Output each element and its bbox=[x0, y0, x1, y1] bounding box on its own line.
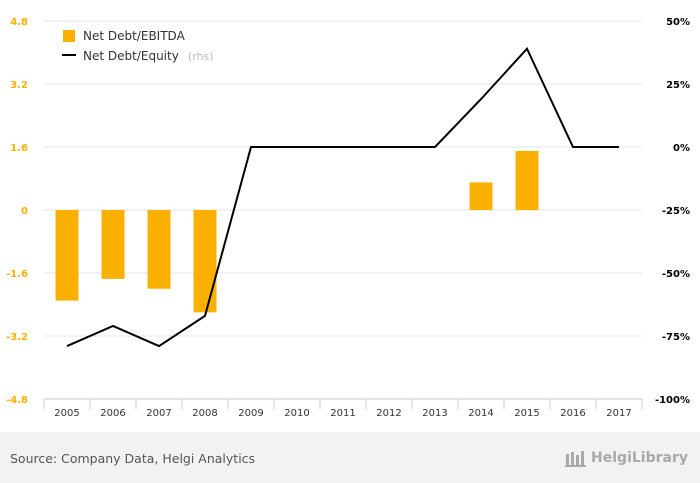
x-tick-label: 2016 bbox=[560, 408, 585, 419]
x-tick-label: 2009 bbox=[238, 408, 263, 419]
y-left-tick-label: 1.6 bbox=[10, 143, 28, 154]
y-left-tick-label: -3.2 bbox=[6, 332, 28, 343]
brand: HelgiLibrary bbox=[565, 449, 688, 467]
bar-2006 bbox=[101, 210, 125, 279]
x-tick-label: 2008 bbox=[192, 408, 217, 419]
y-left-tick-label: -1.6 bbox=[6, 269, 28, 280]
line-series bbox=[66, 46, 620, 348]
y-right-tick-label: 0% bbox=[673, 143, 690, 154]
chart: 4.8 50% 3.2 25% 1.6 0% 0 -25% -1.6 -50% -3.2 -75% -4… bbox=[6, 17, 690, 419]
library-logo-icon bbox=[565, 451, 587, 467]
y-right-tick-label: -25% bbox=[662, 206, 690, 217]
axes: 4.8 50% 3.2 25% 1.6 0% 0 -25% -1.6 -50% -3.2 -75% -4… bbox=[6, 17, 690, 419]
x-tick-label: 2017 bbox=[606, 408, 631, 419]
x-tick-label: 2010 bbox=[284, 408, 309, 419]
y-right-tick-label: 25% bbox=[666, 80, 690, 91]
y-right-tick-label: -75% bbox=[662, 332, 690, 343]
x-tick-label: 2011 bbox=[330, 408, 355, 419]
bar-2008 bbox=[193, 210, 217, 313]
y-left-tick-label: 4.8 bbox=[10, 17, 28, 28]
legend: Net Debt/EBITDA Net Debt/Equity (rhs) bbox=[62, 29, 214, 64]
x-tick-label: 2012 bbox=[376, 408, 401, 419]
x-tick-label: 2013 bbox=[422, 408, 447, 419]
legend-swatch-bar bbox=[63, 30, 75, 42]
x-tick-label: 2015 bbox=[514, 408, 539, 419]
grid bbox=[44, 20, 642, 400]
y-left-tick-label: 3.2 bbox=[10, 80, 28, 91]
y-right-tick-label: -50% bbox=[662, 269, 690, 280]
x-tick-label: 2006 bbox=[100, 408, 125, 419]
legend-label-line-suffix: (rhs) bbox=[188, 50, 214, 63]
x-tick-label: 2005 bbox=[54, 408, 79, 419]
bars bbox=[55, 150, 539, 313]
brand-text: HelgiLibrary bbox=[591, 450, 688, 466]
x-tick-label: 2007 bbox=[146, 408, 171, 419]
y-left-tick-label: -4.8 bbox=[6, 395, 28, 406]
bar-2015 bbox=[515, 150, 539, 210]
y-left-tick-label: 0 bbox=[21, 206, 28, 217]
y-right-tick-label: 50% bbox=[666, 17, 690, 28]
source-text: Source: Company Data, Helgi Analytics bbox=[10, 451, 256, 466]
bar-2005 bbox=[55, 210, 79, 301]
x-tick-label: 2014 bbox=[468, 408, 493, 419]
y-right-tick-label: -100% bbox=[655, 395, 690, 406]
bar-2014 bbox=[469, 182, 493, 210]
legend-label-bar: Net Debt/EBITDA bbox=[83, 29, 186, 43]
footer: Source: Company Data, Helgi Analytics He… bbox=[0, 432, 700, 483]
legend-label-line-group: Net Debt/Equity (rhs) bbox=[83, 45, 214, 64]
bar-2007 bbox=[147, 210, 171, 289]
legend-label-line: Net Debt/Equity bbox=[83, 49, 179, 63]
